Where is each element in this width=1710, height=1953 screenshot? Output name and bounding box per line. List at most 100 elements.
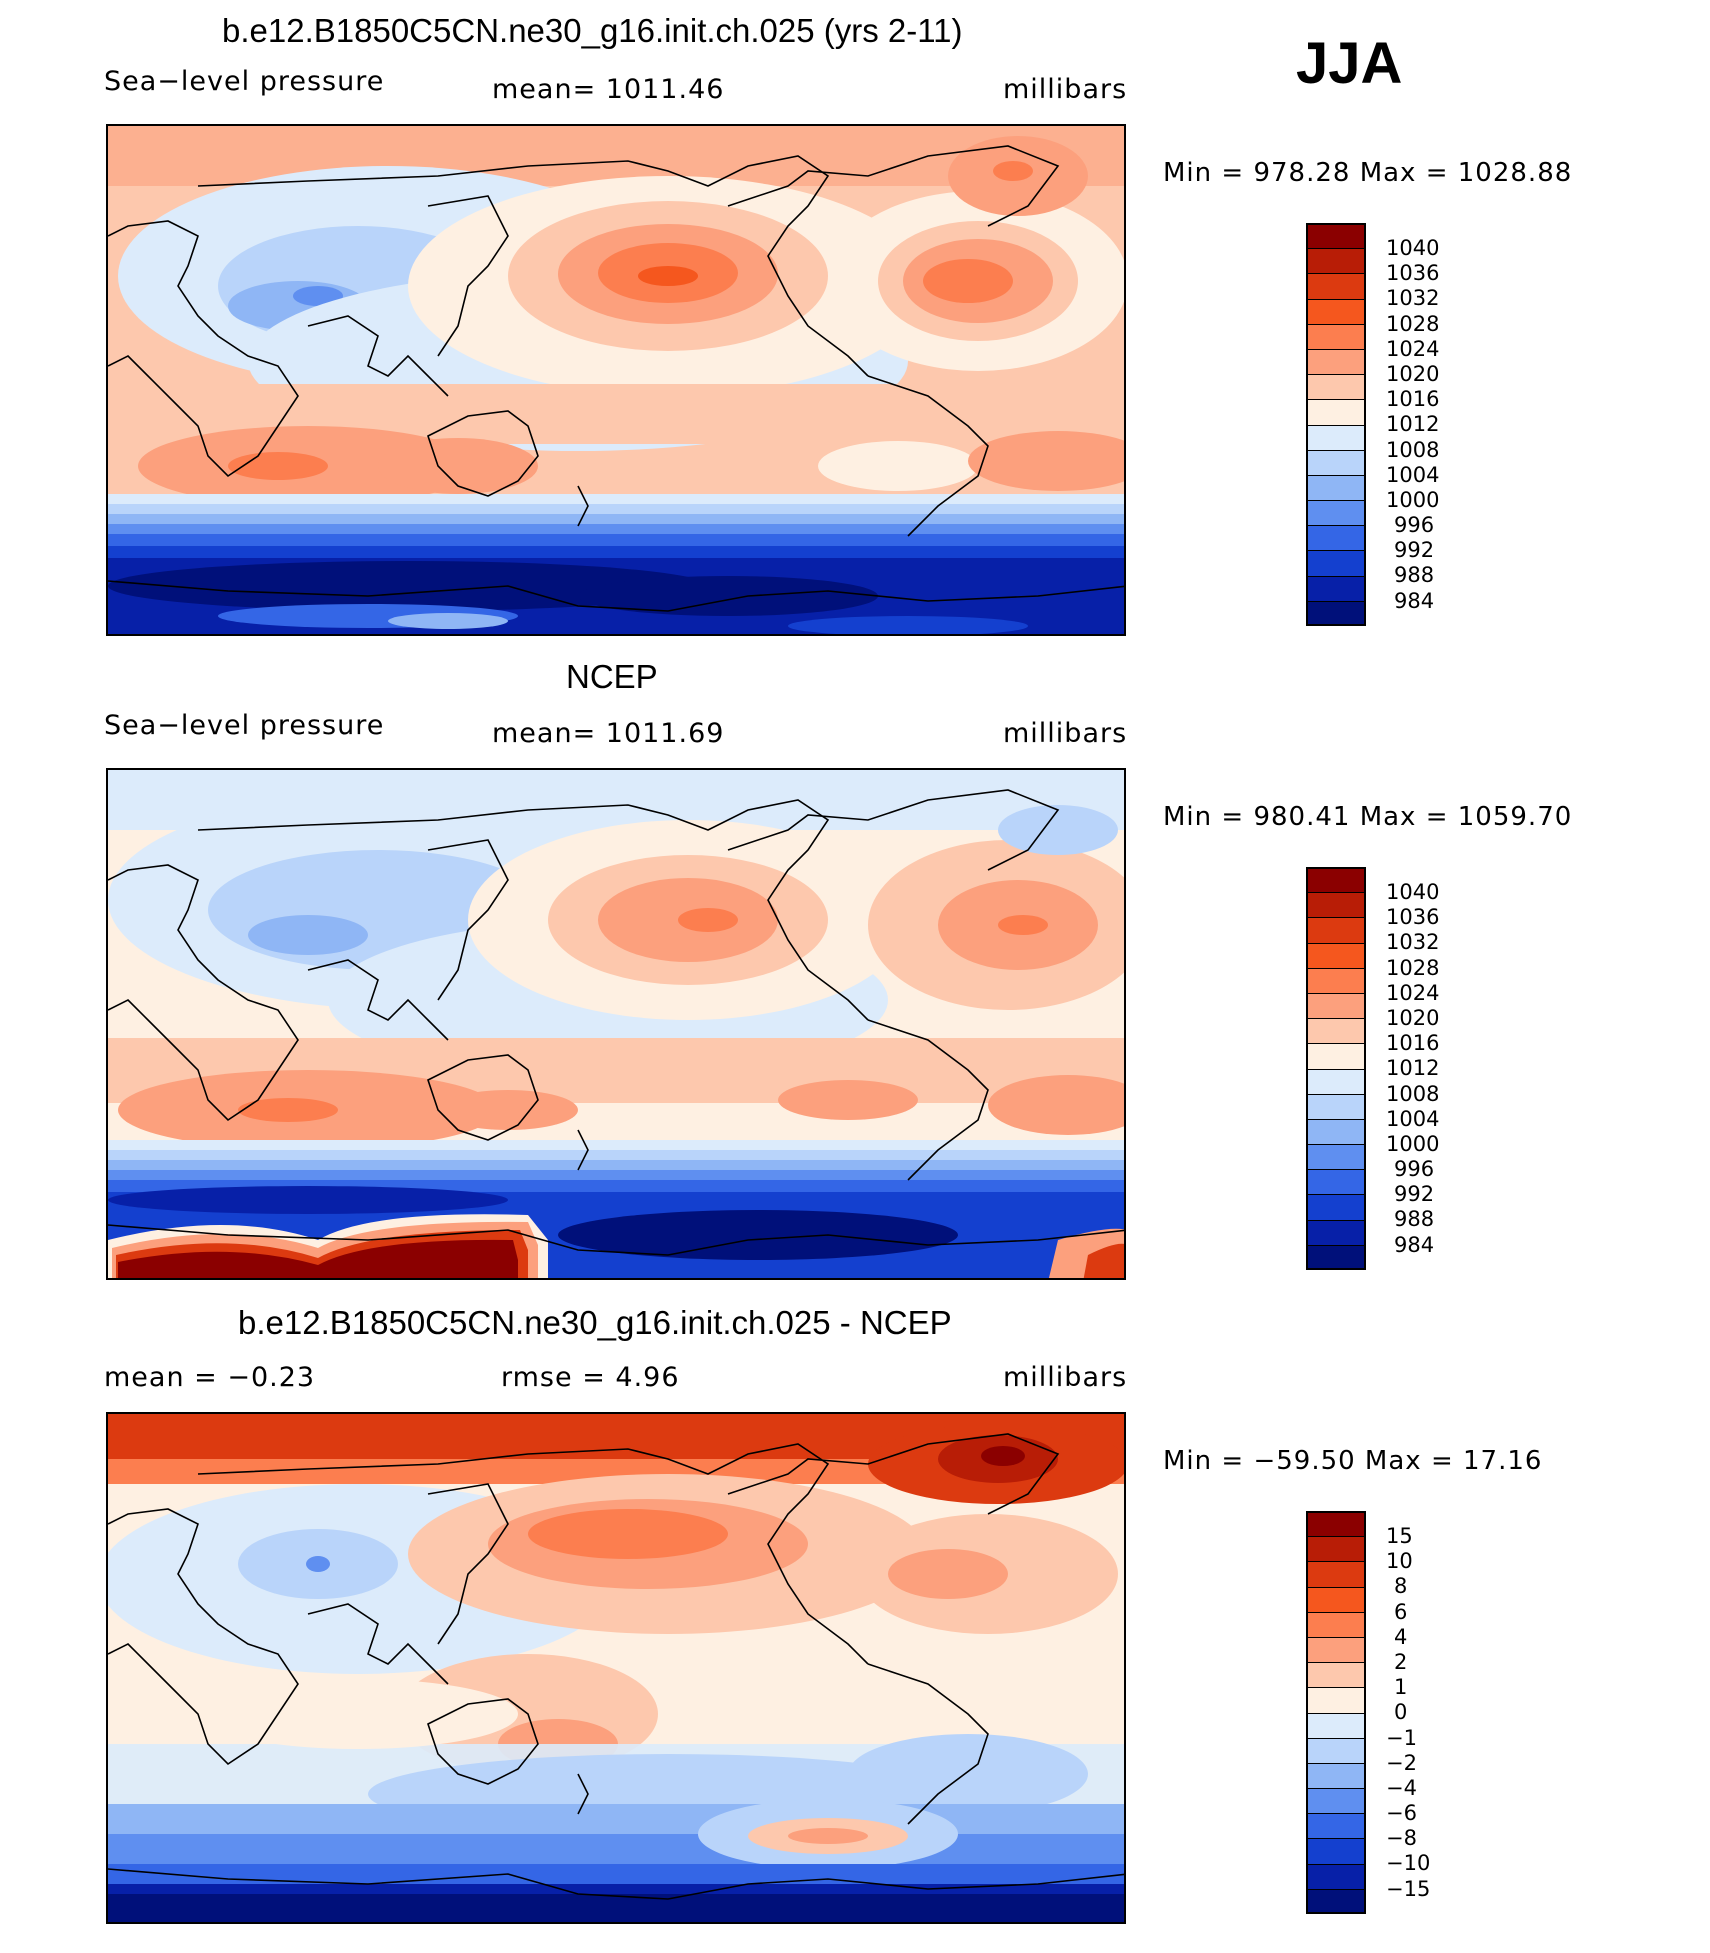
panel-3-colorbar <box>1306 1511 1366 1914</box>
panel-3-min-max: Min = −59.50 Max = 17.16 <box>1163 1446 1543 1476</box>
panel-3-rmse-label: rmse = 4.96 <box>501 1362 680 1393</box>
colorbar-swatch <box>1306 500 1366 526</box>
cbar-label: −2 <box>1386 1750 1417 1775</box>
cbar-label: 10 <box>1386 1549 1413 1574</box>
cbar-label: 1000 <box>1386 1131 1440 1156</box>
panel-2-variable-label: Sea−level pressure <box>104 710 385 741</box>
cbar-label: 1040 <box>1386 880 1440 904</box>
panel-3-mean-label: mean = −0.23 <box>104 1362 316 1393</box>
cbar-label: 992 <box>1394 538 1435 563</box>
cbar-label: 1000 <box>1386 487 1440 512</box>
colorbar-swatch <box>1306 525 1366 551</box>
panel-1-units-label: millibars <box>1003 74 1128 105</box>
cbar-label: 1012 <box>1386 412 1440 437</box>
colorbar-swatch <box>1306 550 1366 576</box>
colorbar-swatch <box>1306 1244 1366 1270</box>
colorbar-swatch <box>1306 1813 1366 1839</box>
colorbar-swatch <box>1306 1636 1366 1663</box>
colorbar-swatch <box>1306 867 1366 893</box>
cbar-label: 1032 <box>1386 286 1440 311</box>
cbar-label: 1008 <box>1386 1081 1440 1106</box>
colorbar-swatch <box>1306 1511 1366 1537</box>
panel-2-colorbar-swatches <box>1306 867 1366 1270</box>
cbar-label: 6 <box>1394 1599 1408 1624</box>
cbar-label: 1004 <box>1386 462 1440 487</box>
cbar-label: 992 <box>1394 1182 1435 1207</box>
cbar-label: 1016 <box>1386 1031 1440 1056</box>
panel-1-title: b.e12.B1850C5CN.ne30_g16.init.ch.025 (yr… <box>222 12 963 49</box>
colorbar-swatch <box>1306 1144 1366 1170</box>
colorbar-swatch <box>1306 942 1366 968</box>
cbar-label: 1036 <box>1386 261 1440 286</box>
cbar-label: 1024 <box>1386 336 1440 361</box>
panel-2-contour-field <box>108 770 1124 1278</box>
cbar-label: 988 <box>1394 1207 1435 1232</box>
cbar-label: −8 <box>1386 1826 1417 1851</box>
panel-1-coastlines <box>108 145 1124 612</box>
panel-2-title: NCEP <box>566 658 658 695</box>
cbar-label: 0 <box>1394 1700 1408 1725</box>
colorbar-swatch <box>1306 1194 1366 1220</box>
cbar-label: −15 <box>1386 1876 1431 1901</box>
cbar-label: 1032 <box>1386 930 1440 955</box>
cbar-label: 984 <box>1394 588 1435 613</box>
colorbar-swatch <box>1306 1762 1366 1789</box>
colorbar-swatch <box>1306 1586 1366 1612</box>
colorbar-swatch <box>1306 298 1366 324</box>
colorbar-swatch <box>1306 424 1366 450</box>
colorbar-swatch <box>1306 575 1366 601</box>
colorbar-swatch <box>1306 892 1366 918</box>
cbar-label: 15 <box>1386 1524 1413 1548</box>
colorbar-swatch <box>1306 1888 1366 1914</box>
colorbar-swatch <box>1306 1219 1366 1245</box>
colorbar-swatch <box>1306 1093 1366 1119</box>
panel-2-coastlines <box>108 789 1124 1256</box>
cbar-label: 1 <box>1394 1675 1408 1700</box>
colorbar-swatch <box>1306 374 1366 400</box>
panel-1-mean-label: mean= 1011.46 <box>492 74 725 105</box>
colorbar-swatch <box>1306 474 1366 501</box>
colorbar-swatch <box>1306 967 1366 993</box>
colorbar-swatch <box>1306 1712 1366 1738</box>
colorbar-swatch <box>1306 992 1366 1019</box>
panel-1-contour-field <box>108 126 1124 634</box>
colorbar-swatch <box>1306 1169 1366 1195</box>
panel-3-coastlines <box>108 1433 1124 1900</box>
colorbar-swatch <box>1306 248 1366 274</box>
colorbar-swatch <box>1306 273 1366 299</box>
colorbar-swatch <box>1306 1068 1366 1094</box>
colorbar-swatch <box>1306 223 1366 249</box>
cbar-label: 984 <box>1394 1232 1435 1257</box>
cbar-label: 996 <box>1394 513 1435 538</box>
colorbar-swatch <box>1306 348 1366 375</box>
colorbar-swatch <box>1306 1018 1366 1044</box>
cbar-label: −6 <box>1386 1801 1417 1826</box>
cbar-label: 1016 <box>1386 387 1440 412</box>
panel-1-map <box>106 124 1126 636</box>
colorbar-swatch <box>1306 1118 1366 1145</box>
colorbar-swatch <box>1306 449 1366 475</box>
cbar-label: 1020 <box>1386 1005 1440 1030</box>
colorbar-swatch <box>1306 1536 1366 1562</box>
cbar-label: 1008 <box>1386 437 1440 462</box>
cbar-label: −1 <box>1386 1725 1417 1750</box>
cbar-label: −4 <box>1386 1775 1417 1800</box>
colorbar-swatch <box>1306 1561 1366 1587</box>
cbar-label: 1028 <box>1386 311 1440 336</box>
colorbar-swatch <box>1306 1662 1366 1688</box>
season-label: JJA <box>1296 31 1403 96</box>
colorbar-swatch <box>1306 1687 1366 1713</box>
panel-1-colorbar <box>1306 223 1366 626</box>
colorbar-swatch <box>1306 1863 1366 1889</box>
panel-1-min-max: Min = 978.28 Max = 1028.88 <box>1163 158 1573 188</box>
panel-3-colorbar-labels: 15 10 8 6 4 2 1 0 −1 −2 −4 −6 −8 −10 −15 <box>1386 1524 1430 1902</box>
panel-2-colorbar-labels: 1040 1036 1032 1028 1024 1020 1016 1012 … <box>1386 880 1439 1258</box>
cbar-label: 1040 <box>1386 236 1440 260</box>
colorbar-swatch <box>1306 399 1366 425</box>
cbar-label: 1036 <box>1386 905 1440 930</box>
cbar-label: 996 <box>1394 1157 1435 1182</box>
cbar-label: 1028 <box>1386 955 1440 980</box>
panel-2-units-label: millibars <box>1003 718 1128 749</box>
panel-2-map <box>106 768 1126 1280</box>
cbar-label: 8 <box>1394 1574 1408 1599</box>
